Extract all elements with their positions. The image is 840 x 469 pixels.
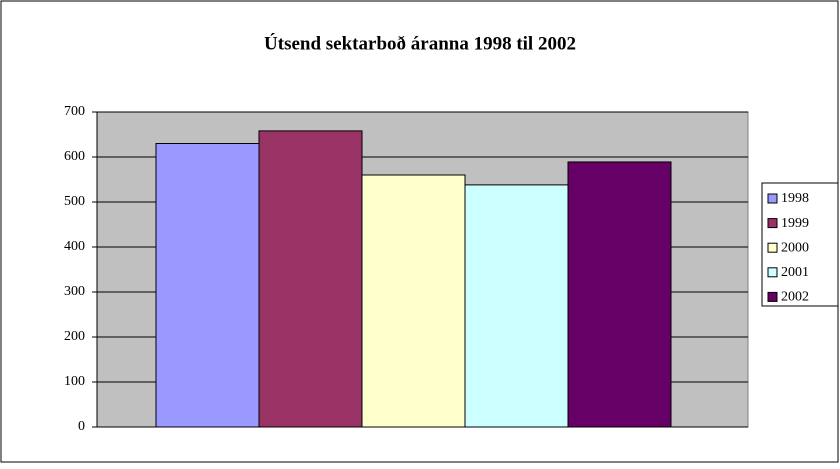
legend-label: 2001 <box>781 265 809 280</box>
bar <box>155 143 260 428</box>
legend-swatch <box>767 291 778 302</box>
legend-label: 1999 <box>781 216 809 231</box>
y-tick-label: 400 <box>64 239 85 254</box>
y-tick-label: 100 <box>64 374 85 389</box>
legend-label: 2002 <box>781 290 809 305</box>
bar <box>361 174 466 428</box>
y-tick-label: 200 <box>64 329 85 344</box>
y-tick-label: 500 <box>64 194 85 209</box>
legend-swatch <box>767 242 778 253</box>
chart-title: Útsend sektarboð áranna 1998 til 2002 <box>264 32 576 54</box>
legend-swatch <box>767 218 778 229</box>
legend-swatch <box>767 267 778 278</box>
legend-label: 2000 <box>781 240 809 255</box>
bar <box>567 161 672 428</box>
y-tick-label: 600 <box>64 149 85 164</box>
legend-label: 1998 <box>781 191 809 206</box>
y-tick-label: 700 <box>64 104 85 119</box>
bar <box>258 130 363 428</box>
bar <box>464 184 569 428</box>
legend-swatch <box>767 193 778 204</box>
y-tick-label: 300 <box>64 284 85 299</box>
y-tick-label: 0 <box>78 419 85 434</box>
